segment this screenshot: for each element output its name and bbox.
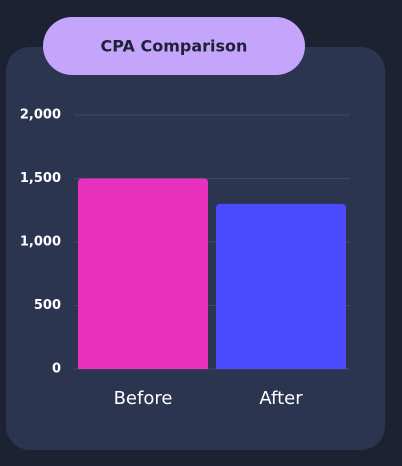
y-tick-label: 2,000	[20, 108, 61, 123]
x-tick-label: After	[259, 388, 303, 409]
y-tick-label: 1,500	[20, 171, 61, 186]
y-tick-label: 500	[34, 298, 61, 313]
bar	[78, 178, 208, 369]
title-pill	[43, 17, 305, 75]
bar	[216, 203, 346, 369]
chart-title: CPA Comparison	[101, 37, 248, 56]
x-tick-label: Before	[114, 388, 173, 409]
y-tick-label: 1,000	[20, 235, 61, 250]
plot: 0 500 1,000 1,500 2,000 Before After	[20, 108, 350, 409]
y-tick-label: 0	[52, 362, 61, 377]
